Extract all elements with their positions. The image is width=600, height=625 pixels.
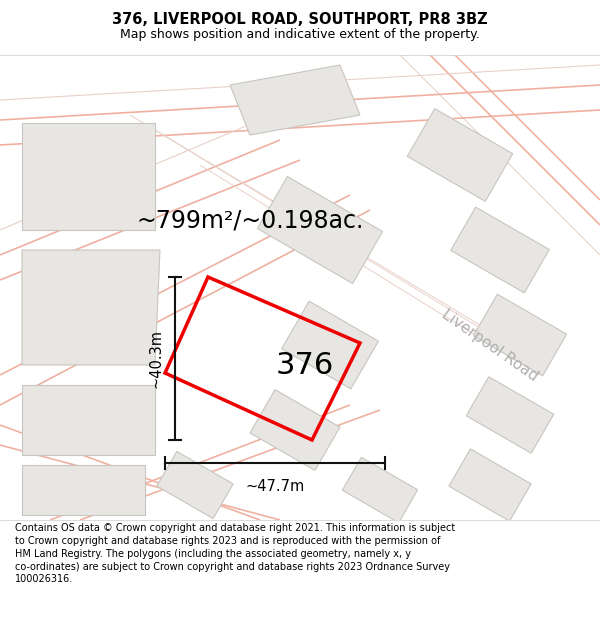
Polygon shape	[22, 465, 145, 515]
Polygon shape	[343, 458, 418, 522]
Polygon shape	[157, 451, 233, 519]
Polygon shape	[281, 301, 379, 389]
Polygon shape	[22, 385, 155, 455]
Polygon shape	[22, 123, 155, 230]
Polygon shape	[451, 207, 550, 293]
Polygon shape	[473, 294, 566, 376]
Text: Liverpool Road: Liverpool Road	[439, 306, 541, 384]
Text: Contains OS data © Crown copyright and database right 2021. This information is : Contains OS data © Crown copyright and d…	[15, 523, 455, 584]
Text: 376, LIVERPOOL ROAD, SOUTHPORT, PR8 3BZ: 376, LIVERPOOL ROAD, SOUTHPORT, PR8 3BZ	[112, 12, 488, 27]
Polygon shape	[230, 65, 360, 135]
Text: ~40.3m: ~40.3m	[148, 329, 163, 388]
Polygon shape	[250, 389, 340, 471]
Text: ~799m²/~0.198ac.: ~799m²/~0.198ac.	[136, 208, 364, 232]
Text: ~47.7m: ~47.7m	[245, 479, 305, 494]
Polygon shape	[22, 250, 160, 365]
Polygon shape	[407, 109, 513, 201]
Polygon shape	[466, 377, 554, 453]
Polygon shape	[257, 176, 383, 284]
Text: Map shows position and indicative extent of the property.: Map shows position and indicative extent…	[120, 28, 480, 41]
Polygon shape	[449, 449, 531, 521]
Text: 376: 376	[276, 351, 334, 379]
